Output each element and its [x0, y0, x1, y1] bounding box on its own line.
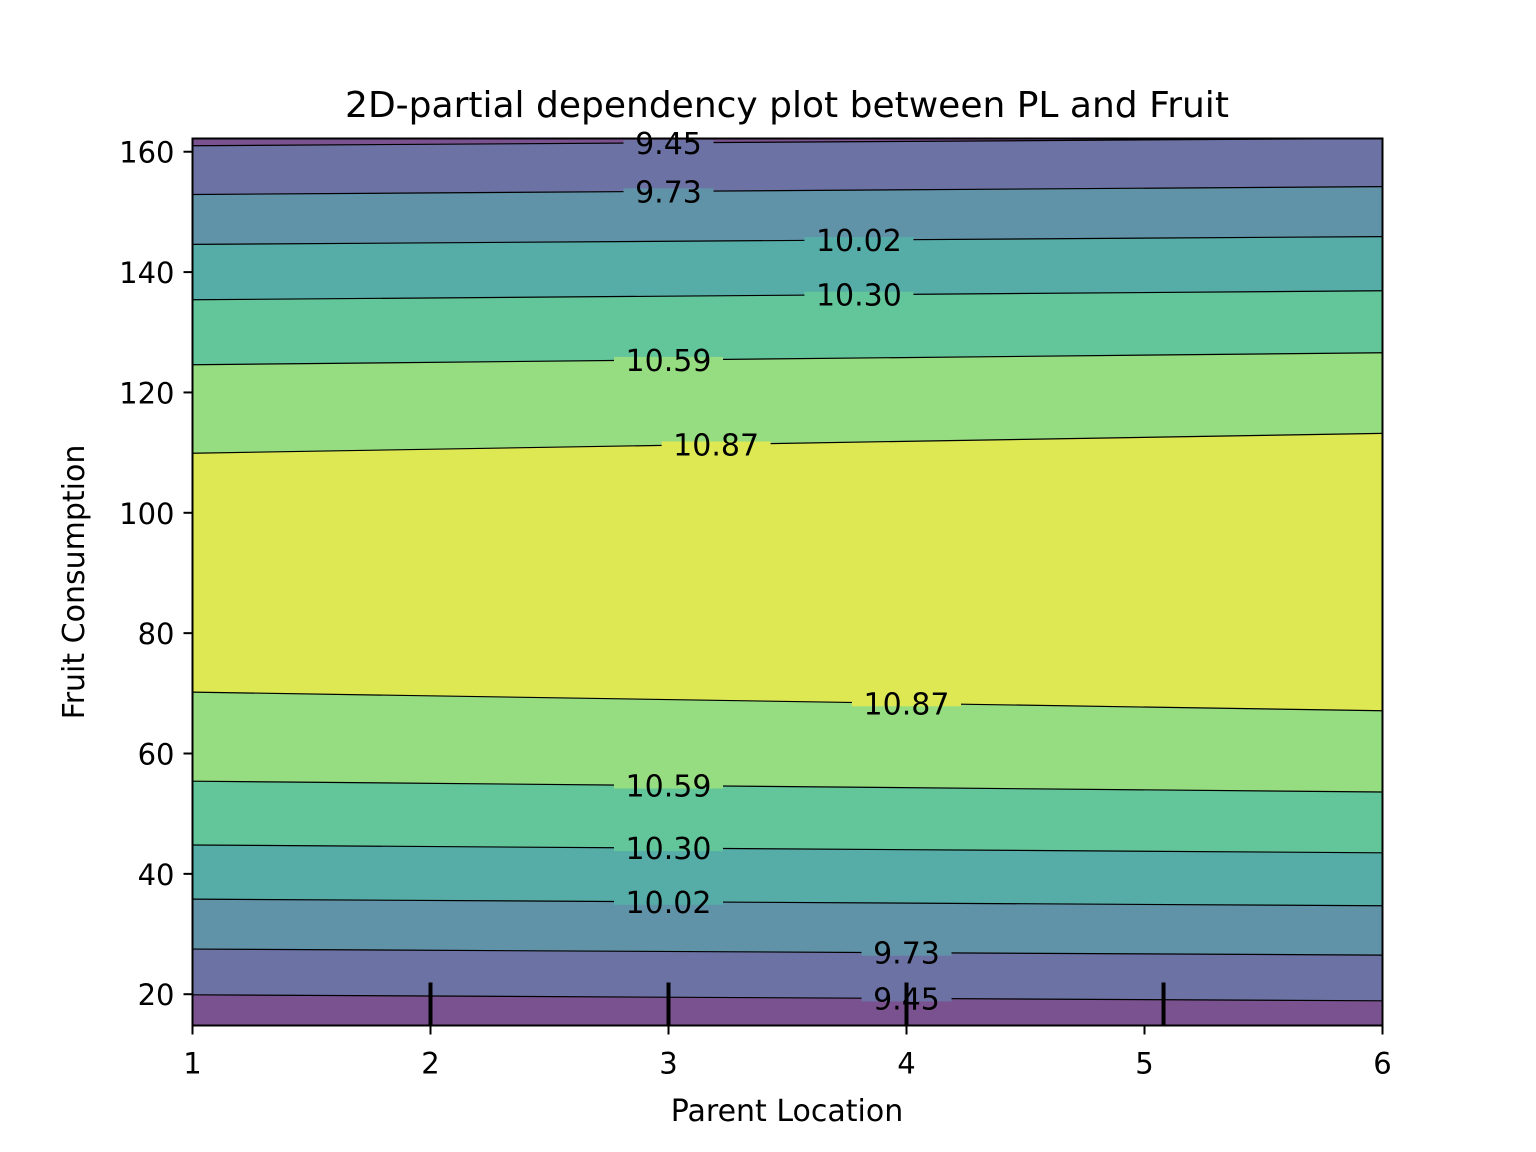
- chart-title: 2D-partial dependency plot between PL an…: [345, 85, 1229, 126]
- contour-lines: [192, 137, 1383, 1002]
- y-tick-label: 60: [138, 738, 175, 772]
- y-tick-label: 80: [138, 617, 175, 651]
- x-tick-label: 5: [1135, 1047, 1153, 1081]
- y-axis-label: Fruit Consumption: [57, 445, 92, 720]
- contour-label-gap: [614, 782, 723, 789]
- band-fill: [192, 433, 1383, 711]
- contour-label-gap: [623, 188, 714, 195]
- plot-frame: [191, 137, 1384, 1027]
- contour-label: 10.30: [626, 832, 712, 867]
- x-tick-label: 4: [897, 1047, 915, 1081]
- contour-line: [192, 844, 1383, 854]
- contour-line: [192, 235, 1383, 246]
- contour-line: [192, 780, 1383, 793]
- contour-label: 9.73: [873, 937, 940, 972]
- contour-label-gap: [861, 949, 952, 956]
- contour-label: 10.59: [626, 770, 712, 805]
- y-axis-ticks: 20 40 60 80 100 120 140 160: [119, 136, 193, 1012]
- y-tick-label: 160: [119, 136, 174, 170]
- contour-line: [192, 290, 1383, 301]
- contour-line: [192, 691, 1383, 712]
- contour-label-gap: [852, 700, 961, 707]
- contour-label-gap: [804, 291, 914, 298]
- contour-label: 9.45: [635, 127, 702, 162]
- contour-line: [192, 352, 1383, 366]
- contour-line: [192, 432, 1383, 454]
- x-tick-label: 2: [421, 1047, 439, 1081]
- decile-markers: [428, 982, 1166, 1026]
- y-tick-label: 140: [119, 256, 174, 290]
- x-tick-label: 1: [183, 1047, 201, 1081]
- contour-line: [192, 186, 1383, 196]
- contour-label-gap: [614, 845, 723, 852]
- contour-label: 10.87: [673, 428, 759, 463]
- contour-label-gap: [661, 441, 771, 448]
- contour-label-gap: [614, 356, 723, 363]
- contour-label: 10.02: [816, 224, 902, 259]
- x-axis-ticks: 1 2 3 4 5 6: [183, 1025, 1392, 1081]
- contour-line: [192, 137, 1383, 147]
- contour-fills: [192, 138, 1383, 1026]
- x-axis-label: Parent Location: [671, 1094, 903, 1129]
- contour-label-gap: [614, 898, 723, 905]
- contour-label-gap: [804, 237, 914, 244]
- contour-line: [192, 994, 1383, 1002]
- contour-label: 10.87: [864, 687, 950, 722]
- x-tick-label: 6: [1373, 1047, 1391, 1081]
- y-tick-label: 40: [138, 858, 175, 892]
- y-tick-label: 120: [119, 376, 174, 410]
- contour-line: [192, 898, 1383, 907]
- y-tick-label: 20: [138, 978, 175, 1012]
- contour-label: 10.30: [816, 279, 902, 314]
- contour-label: 10.02: [626, 886, 712, 921]
- contour-label: 10.59: [626, 344, 712, 379]
- y-tick-label: 100: [119, 497, 174, 531]
- x-tick-label: 3: [659, 1047, 677, 1081]
- contour-line: [192, 948, 1383, 956]
- contour-label: 9.73: [635, 175, 702, 210]
- contour-label-gap: [623, 139, 714, 146]
